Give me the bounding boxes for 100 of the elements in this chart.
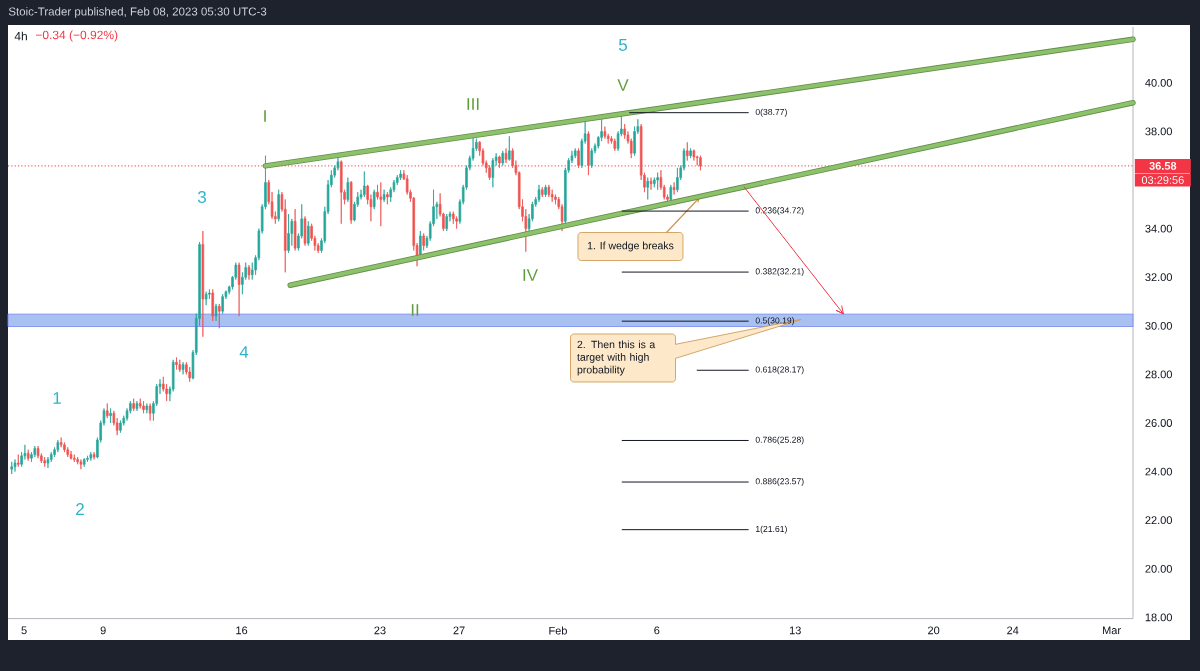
- annotation: IV: [523, 269, 538, 281]
- candlestick: [672, 182, 676, 195]
- candlestick: [142, 400, 145, 414]
- candlestick: [689, 148, 692, 159]
- candlestick: [339, 160, 343, 225]
- candlestick: [603, 126, 607, 140]
- y-tick-label: 40.00: [1145, 78, 1172, 87]
- candlestick: [106, 403, 109, 419]
- candlestick: [201, 230, 205, 338]
- candlestick: [43, 456, 46, 468]
- candlestick: [79, 459, 83, 470]
- candlestick: [181, 361, 185, 375]
- candlestick: [277, 189, 280, 222]
- series-label: 0.382(32.21): [755, 268, 804, 277]
- annotation: 5: [618, 39, 628, 51]
- y-tick-label: 34.00: [1145, 224, 1172, 233]
- candlestick: [537, 184, 541, 203]
- candlestick: [686, 141, 689, 161]
- y-tick-label: 18.00: [1145, 613, 1172, 622]
- candlestick: [303, 216, 307, 246]
- x-tick-label: 27: [453, 626, 465, 635]
- candlestick: [66, 446, 70, 458]
- candlestick: [59, 437, 63, 448]
- y-tick-label: 20.00: [1145, 564, 1172, 573]
- y-tick-label: 26.00: [1145, 419, 1172, 427]
- candlestick: [247, 264, 251, 280]
- annotation: 1. If wedge breaks: [587, 241, 674, 252]
- annotation: 3: [197, 190, 206, 204]
- candlestick: [293, 208, 297, 251]
- candlestick: [623, 123, 626, 140]
- annotation: 2. Then this is a target with high probability: [577, 340, 656, 376]
- annotation: II: [411, 304, 419, 316]
- candlestick: [445, 213, 448, 232]
- candlestick: [498, 155, 501, 169]
- candlestick: [399, 169, 402, 181]
- series-label: 0.786(25.28): [755, 436, 804, 445]
- annotation: III: [467, 98, 479, 110]
- x-tick-label: 6: [654, 626, 660, 635]
- candlestick: [386, 191, 389, 205]
- text: Stoic-Trader published, Feb 08, 2023 05:30 UTC-3: [8, 7, 267, 18]
- candlestick: [178, 359, 182, 373]
- candlestick: [211, 288, 215, 322]
- y-tick-label: 32.00: [1145, 273, 1172, 282]
- candlestick: [488, 165, 491, 181]
- x-tick-label: 5: [21, 626, 27, 635]
- x-tick-label: 13: [789, 626, 801, 635]
- y-tick-label: 24.00: [1145, 467, 1172, 476]
- candlestick: [656, 172, 659, 191]
- candlestick: [109, 408, 112, 424]
- candlestick: [587, 131, 590, 176]
- y-tick-label: 38.00: [1145, 127, 1172, 136]
- series-label: 0(38.77): [755, 108, 787, 117]
- annotation: 1: [53, 392, 61, 404]
- candlestick: [36, 445, 40, 459]
- candlestick: [653, 177, 656, 188]
- x-tick-label: 9: [100, 626, 106, 635]
- candlestick: [554, 194, 557, 205]
- candlestick: [10, 461, 13, 475]
- candlestick: [573, 148, 577, 159]
- annotation: V: [617, 79, 629, 91]
- candlestick: [26, 449, 30, 462]
- candlestick: [452, 211, 455, 225]
- annotation: 4: [239, 346, 249, 358]
- candlestick: [69, 450, 73, 460]
- candlestick: [218, 303, 221, 329]
- x-tick-label: Feb: [549, 626, 567, 635]
- x-tick-label: 23: [374, 626, 386, 635]
- candlestick: [63, 442, 66, 453]
- candlestick: [379, 182, 383, 227]
- series-label: 0.886(23.57): [755, 478, 804, 487]
- candlestick: [82, 457, 86, 468]
- candlestick: [613, 138, 617, 152]
- candlestick: [676, 167, 679, 193]
- candlestick: [76, 456, 79, 465]
- x-tick-label: 24: [1007, 626, 1019, 635]
- candlestick: [17, 454, 20, 468]
- ref-line-label: 36.58: [1149, 161, 1177, 170]
- series-label: 1(21.61): [756, 525, 787, 534]
- candlestick: [138, 398, 142, 409]
- annotation: I: [264, 110, 266, 122]
- candlestick: [204, 291, 208, 306]
- candlestick: [73, 454, 76, 463]
- candlestick: [544, 184, 547, 198]
- candlestick: [33, 445, 37, 458]
- candlestick: [646, 177, 650, 200]
- candlestick: [491, 157, 495, 188]
- candlestick: [501, 150, 505, 166]
- candlestick: [135, 400, 139, 412]
- candlestick: [119, 420, 122, 434]
- chart-subtitle: −0.34 (−0.92%): [35, 30, 118, 42]
- candlestick: [422, 233, 425, 251]
- annotation: 2: [76, 503, 84, 515]
- y-tick-label: 30.00: [1145, 321, 1172, 330]
- candlestick: [46, 456, 50, 469]
- chart-title: 4h: [14, 31, 27, 41]
- candlestick: [132, 398, 135, 412]
- candlestick: [13, 459, 17, 472]
- candlestick: [175, 357, 178, 370]
- x-tick-label: Mar: [1103, 626, 1121, 635]
- candlestick: [577, 148, 580, 169]
